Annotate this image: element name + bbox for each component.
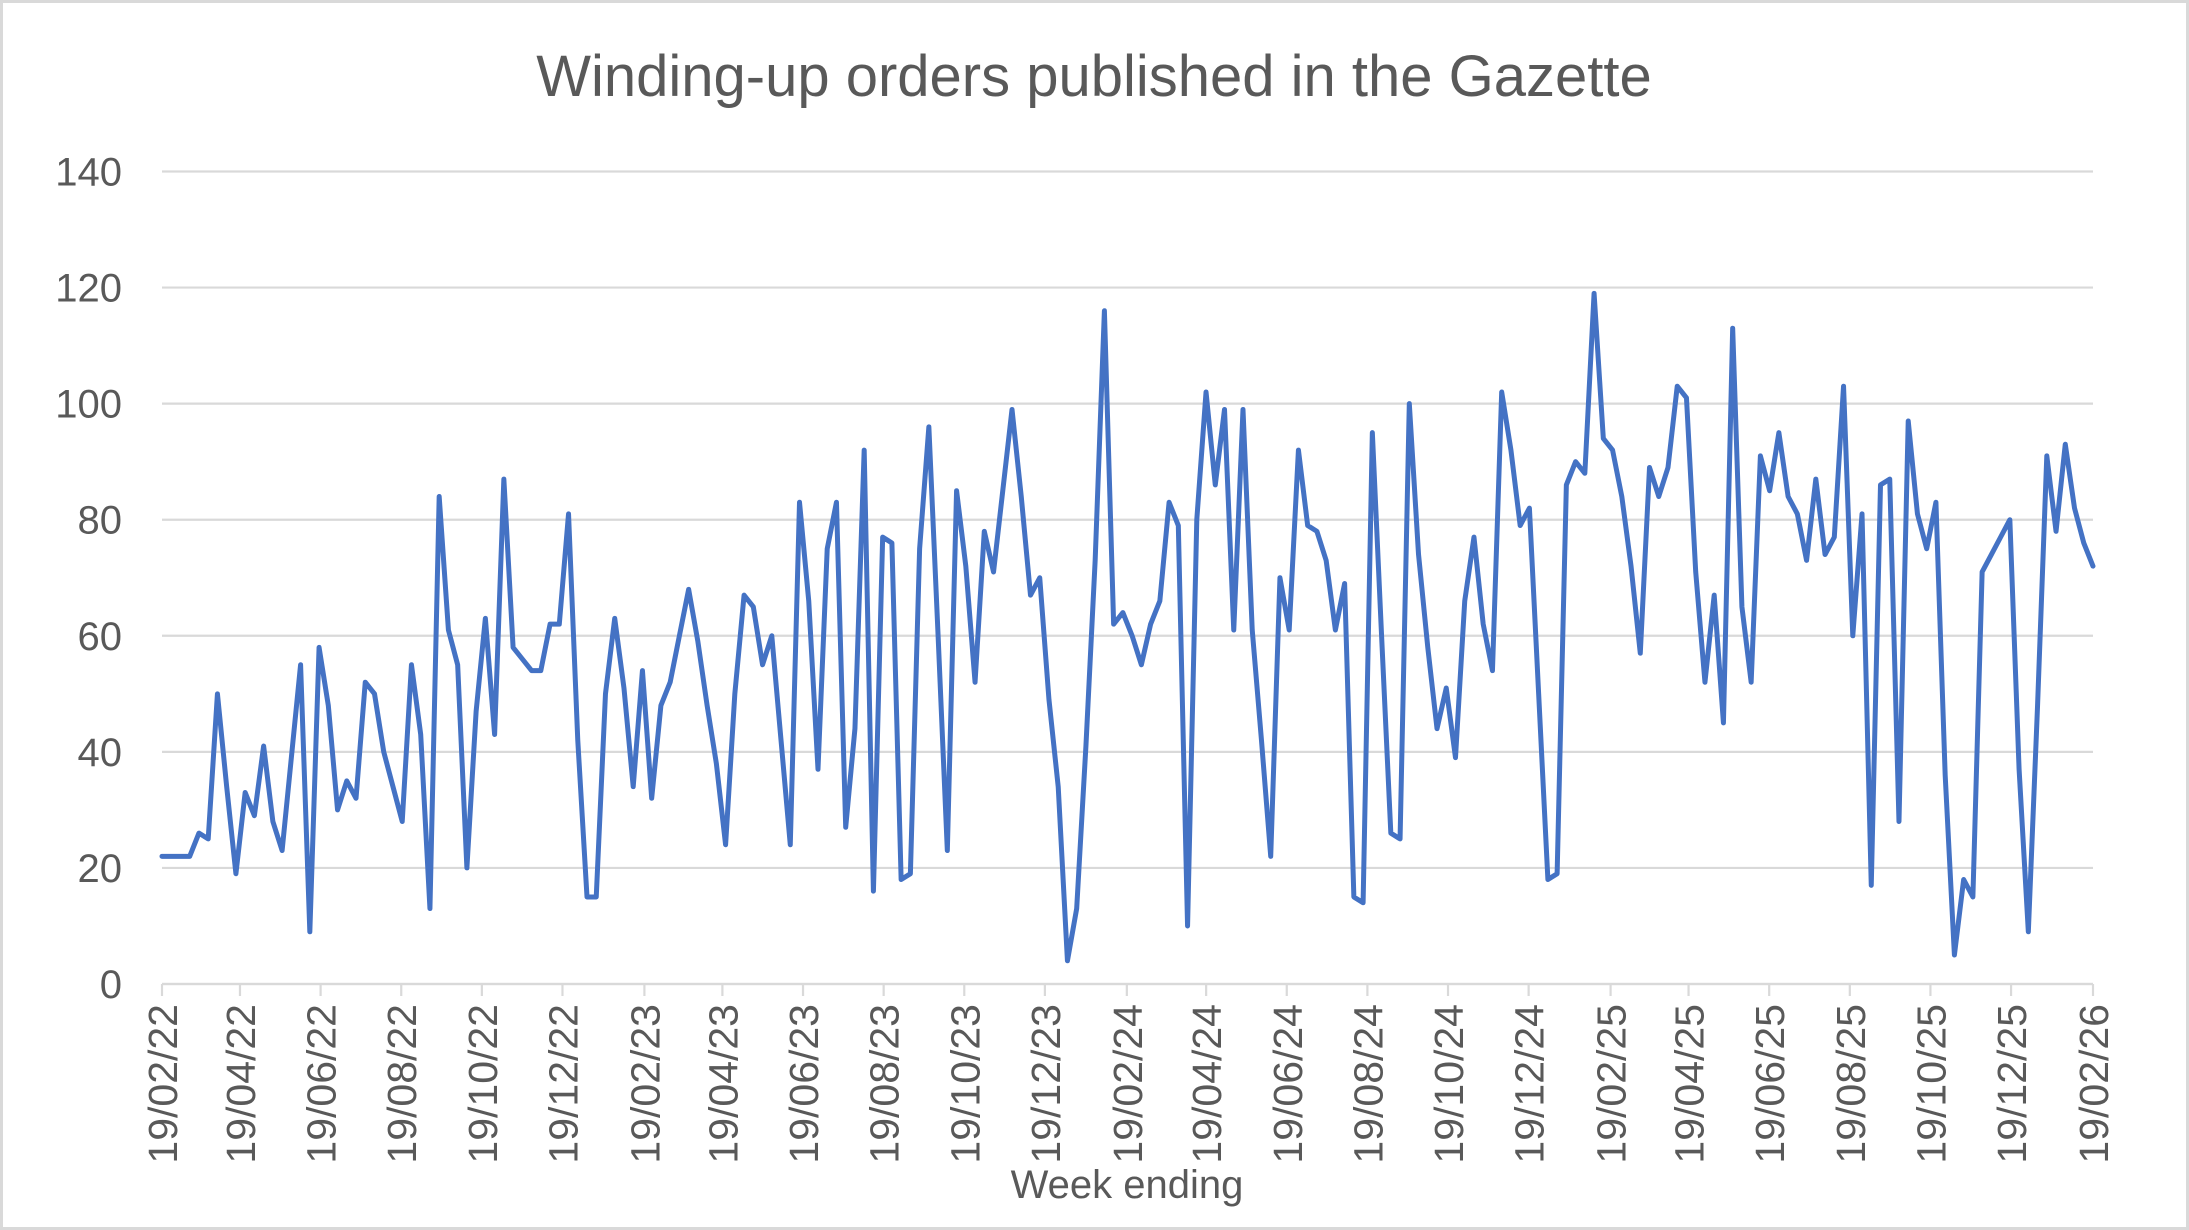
y-tick-label-80: 80 [78, 499, 123, 543]
x-axis-title: Week ending [1011, 1163, 1244, 1207]
x-tick-label-19-06-23: 19/06/23 [781, 1004, 827, 1164]
x-tick-label-19-08-25: 19/08/25 [1828, 1004, 1874, 1164]
y-tick-label-0: 0 [100, 963, 122, 1007]
x-tick-label-19-02-23: 19/02/23 [622, 1004, 668, 1164]
y-tick-label-100: 100 [55, 383, 122, 427]
x-tick-label-19-02-24: 19/02/24 [1105, 1004, 1151, 1164]
x-tick-label-19-10-25: 19/10/25 [1908, 1004, 1954, 1164]
y-tick-label-140: 140 [55, 151, 122, 195]
y-tick-label-40: 40 [78, 731, 123, 775]
x-tick-label-19-06-25: 19/06/25 [1747, 1004, 1793, 1164]
x-axis [160, 982, 2095, 996]
y-tick-label-120: 120 [55, 267, 122, 311]
y-tick-label-60: 60 [78, 615, 123, 659]
x-tick-label-19-06-22: 19/06/22 [299, 1004, 345, 1164]
x-tick-label-19-08-24: 19/08/24 [1345, 1004, 1391, 1164]
x-tick-label-19-04-23: 19/04/23 [700, 1004, 746, 1164]
x-tick-label-19-12-23: 19/12/23 [1023, 1004, 1069, 1164]
x-tick-label-19-12-25: 19/12/25 [1989, 1004, 2035, 1164]
x-tick-label-19-02-22: 19/02/22 [140, 1004, 186, 1164]
x-tick-label-19-12-24: 19/12/24 [1507, 1004, 1553, 1164]
x-tick-label-19-08-23: 19/08/23 [862, 1004, 908, 1164]
x-tick-label-19-04-25: 19/04/25 [1667, 1004, 1713, 1164]
chart-title: Winding-up orders published in the Gazet… [536, 44, 1652, 109]
y-axis-labels: 0 20 40 60 80 100 120 140 [55, 151, 122, 1008]
x-tick-label-19-10-22: 19/10/22 [460, 1004, 506, 1164]
x-tick-label-19-04-22: 19/04/22 [218, 1004, 264, 1164]
x-tick-label-19-12-22: 19/12/22 [540, 1004, 586, 1164]
x-tick-label-19-06-24: 19/06/24 [1265, 1004, 1311, 1164]
x-axis-labels: 19/02/22 19/04/22 19/06/22 19/08/22 19/10/22… [140, 1004, 2117, 1164]
x-tick-label-19-10-23: 19/10/23 [942, 1004, 988, 1164]
x-tick-label-19-02-25: 19/02/25 [1589, 1004, 1635, 1164]
x-tick-label-19-02-26: 19/02/26 [2071, 1004, 2117, 1164]
series-line-winding-up-orders[interactable] [159, 290, 2096, 964]
y-tick-label-20: 20 [78, 847, 123, 891]
x-tick-label-19-04-24: 19/04/24 [1184, 1004, 1230, 1164]
x-tick-label-19-08-22: 19/08/22 [379, 1004, 425, 1164]
x-tick-label-19-10-24: 19/10/24 [1426, 1004, 1472, 1164]
